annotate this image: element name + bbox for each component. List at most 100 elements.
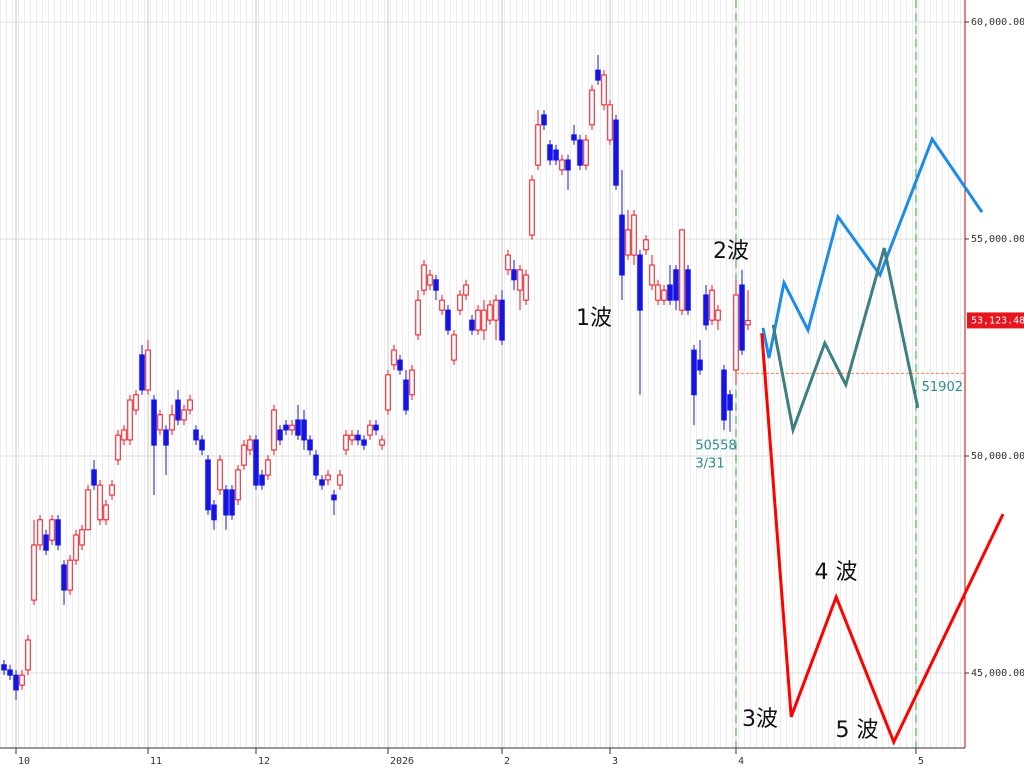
x-tick-label: 5 bbox=[918, 756, 924, 767]
candle-body bbox=[679, 229, 685, 311]
candle-body bbox=[193, 429, 199, 441]
candle-body bbox=[325, 474, 331, 481]
x-tick-label: 2 bbox=[504, 756, 510, 767]
projection-line bbox=[761, 135, 984, 359]
candle-body bbox=[337, 474, 343, 486]
candle-body bbox=[505, 254, 511, 271]
candle-body bbox=[703, 294, 709, 326]
candle-body bbox=[7, 669, 13, 676]
wave-label: 5 波 bbox=[836, 718, 879, 743]
low-value-label: 50558 bbox=[695, 438, 736, 453]
candle-body bbox=[541, 114, 547, 126]
candle-body bbox=[583, 139, 589, 166]
candle-body bbox=[427, 274, 433, 286]
candle-body bbox=[445, 309, 451, 331]
candle-body bbox=[43, 534, 49, 551]
wave-label: 1波 bbox=[576, 306, 612, 331]
candle-body bbox=[349, 434, 355, 441]
candle-body bbox=[547, 144, 553, 161]
candle-body bbox=[415, 299, 421, 336]
candle-body bbox=[211, 504, 217, 521]
candle-body bbox=[643, 239, 649, 251]
candle-body bbox=[79, 529, 85, 546]
candle-body bbox=[133, 394, 139, 411]
candle-body bbox=[163, 429, 169, 446]
grid-background bbox=[0, 0, 965, 748]
candle-body bbox=[307, 439, 313, 451]
candle-body bbox=[571, 134, 577, 141]
candle-body bbox=[115, 434, 121, 461]
candle-body bbox=[379, 439, 385, 446]
candle-body bbox=[277, 429, 283, 441]
candle-body bbox=[565, 159, 571, 171]
candle-body bbox=[1, 664, 7, 671]
candle-body bbox=[181, 409, 187, 421]
candle-body bbox=[295, 419, 301, 436]
candle-body bbox=[481, 309, 487, 331]
candle-body bbox=[685, 269, 691, 311]
candle-body bbox=[391, 349, 397, 366]
candle-body bbox=[19, 674, 25, 686]
y-tick-label: 50,000.00 bbox=[971, 451, 1024, 462]
candle-body bbox=[49, 519, 55, 541]
candle-body bbox=[637, 254, 643, 311]
candle-body bbox=[331, 494, 337, 501]
candle-body bbox=[397, 359, 403, 371]
candle-body bbox=[253, 439, 259, 486]
candle-body bbox=[523, 274, 529, 301]
y-tick-label: 45,000.00 bbox=[971, 668, 1024, 679]
candle-body bbox=[157, 414, 163, 431]
candle-body bbox=[139, 354, 145, 391]
candle-body bbox=[25, 639, 31, 671]
candle-body bbox=[655, 284, 661, 301]
candle-body bbox=[595, 69, 601, 81]
candle-body bbox=[199, 439, 205, 451]
candle-body bbox=[553, 149, 559, 161]
x-tick-label: 10 bbox=[18, 756, 30, 767]
candle-body bbox=[517, 269, 523, 291]
candle-body bbox=[175, 399, 181, 421]
candle-body bbox=[229, 489, 235, 516]
candle-body bbox=[487, 304, 493, 321]
candle-body bbox=[169, 414, 175, 431]
candle-body bbox=[91, 469, 97, 486]
candle-body bbox=[577, 139, 583, 166]
candle-body bbox=[619, 214, 625, 276]
candle-body bbox=[697, 359, 703, 371]
candle-body bbox=[31, 544, 37, 601]
last-price-box bbox=[967, 312, 1024, 329]
candle-body bbox=[319, 479, 325, 486]
candle-body bbox=[613, 119, 619, 186]
x-tick-label: 2026 bbox=[390, 756, 414, 767]
candle-body bbox=[313, 454, 319, 476]
x-tick-label: 3 bbox=[612, 756, 618, 767]
wave-label: 3波 bbox=[742, 707, 778, 732]
candle-body bbox=[439, 299, 445, 311]
candle-body bbox=[61, 564, 67, 591]
candle-body bbox=[67, 559, 73, 591]
candle-body bbox=[715, 309, 721, 321]
low-date-label: 3/31 bbox=[695, 456, 724, 471]
candle-body bbox=[361, 439, 367, 446]
candle-body bbox=[469, 319, 475, 331]
candle-body bbox=[121, 429, 127, 441]
projection-line bbox=[760, 333, 1005, 746]
candle-body bbox=[673, 269, 679, 301]
candle-body bbox=[37, 519, 43, 546]
candle-body bbox=[457, 294, 463, 311]
candle-body bbox=[667, 284, 673, 301]
candle-body bbox=[733, 294, 739, 371]
candle-body bbox=[247, 439, 253, 451]
candle-body bbox=[463, 284, 469, 296]
candle-body bbox=[529, 179, 535, 236]
candle-body bbox=[13, 674, 19, 691]
last-price-label: 53,123.48 bbox=[971, 315, 1024, 326]
candle-body bbox=[289, 424, 295, 431]
candle-body bbox=[727, 394, 733, 411]
candle-body bbox=[721, 369, 727, 421]
candle-body bbox=[709, 289, 715, 321]
candle-body bbox=[265, 459, 271, 476]
candle-body bbox=[475, 309, 481, 331]
